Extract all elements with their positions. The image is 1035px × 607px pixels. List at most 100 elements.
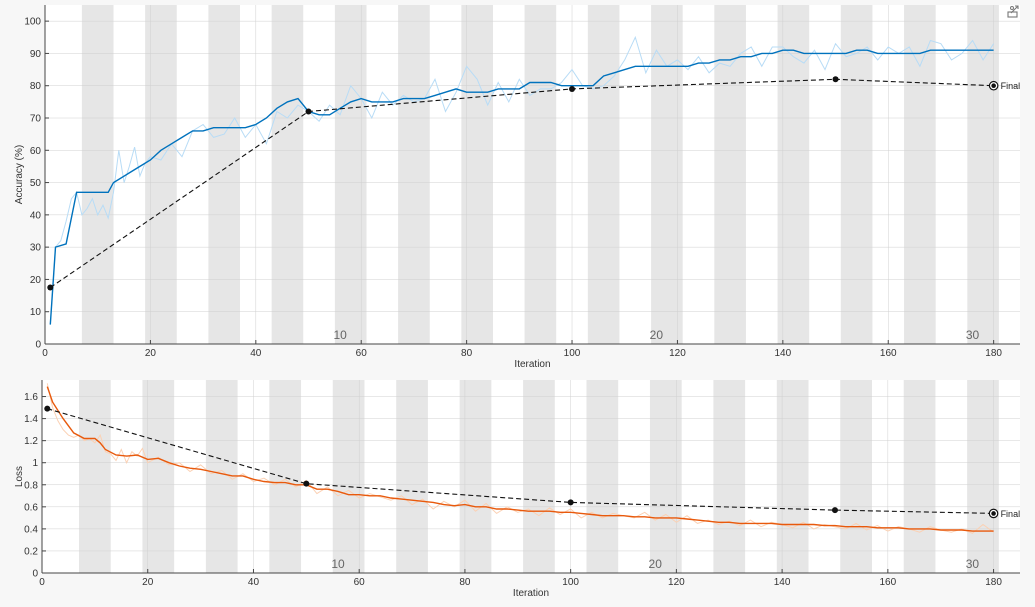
accuracy-y-tick-label: 40 — [30, 210, 42, 221]
loss-epoch-band — [586, 380, 619, 573]
accuracy-validation-point — [47, 284, 54, 291]
accuracy-epoch-band — [271, 5, 304, 344]
accuracy-y-tick-label: 60 — [30, 146, 42, 157]
accuracy-epoch-band — [587, 5, 620, 344]
accuracy-validation-point — [305, 108, 312, 115]
accuracy-validation-point — [832, 76, 839, 83]
loss-validation-point — [831, 507, 838, 514]
accuracy-epoch-band — [904, 5, 936, 344]
accuracy-epoch-band — [777, 5, 810, 344]
loss-epoch-band — [396, 380, 428, 573]
accuracy-y-tick-label: 30 — [30, 243, 42, 254]
loss-epoch-band — [967, 380, 999, 573]
accuracy-x-tick-label: 180 — [985, 348, 1002, 359]
accuracy-epoch-band — [208, 5, 240, 344]
loss-epoch-band — [269, 380, 302, 573]
loss-training-smoothed-line — [46, 386, 994, 532]
loss-validation-point — [991, 511, 996, 516]
loss-validation-point — [567, 499, 574, 506]
accuracy-y-tick-label: 10 — [30, 307, 42, 318]
loss-validation-line — [47, 408, 994, 514]
accuracy-x-tick-label: 140 — [774, 348, 791, 359]
accuracy-final-label: Final — [1001, 81, 1021, 91]
accuracy-epoch-label: 30 — [966, 328, 980, 342]
loss-x-tick-label: 180 — [985, 577, 1002, 588]
accuracy-y-tick-label: 20 — [30, 275, 42, 286]
loss-y-tick-label: 0.6 — [24, 502, 38, 513]
loss-x-tick-label: 60 — [354, 577, 366, 588]
loss-epoch-band — [903, 380, 936, 573]
accuracy-x-axis-label: Iteration — [514, 359, 550, 370]
accuracy-epoch-band — [81, 5, 114, 344]
loss-x-tick-label: 140 — [774, 577, 791, 588]
loss-epoch-band — [649, 380, 682, 573]
accuracy-epoch-band — [651, 5, 683, 344]
accuracy-epoch-band — [145, 5, 177, 344]
loss-epoch-label: 20 — [649, 557, 663, 571]
loss-x-tick-label: 80 — [459, 577, 471, 588]
accuracy-y-tick-label: 80 — [30, 81, 42, 92]
loss-validation-point — [44, 405, 51, 412]
accuracy-y-tick-label: 90 — [30, 49, 42, 60]
loss-y-tick-label: 0.8 — [24, 480, 38, 491]
loss-epoch-label: 30 — [966, 557, 980, 571]
loss-epoch-band — [142, 380, 175, 573]
accuracy-x-tick-label: 60 — [356, 348, 368, 359]
loss-epoch-label: 10 — [331, 557, 345, 571]
accuracy-epoch-label: 10 — [333, 328, 347, 342]
export-icon[interactable] — [1006, 3, 1022, 19]
loss-y-tick-label: 1 — [32, 458, 38, 469]
accuracy-training-raw-line — [49, 35, 995, 325]
loss-epoch-band — [79, 380, 111, 573]
accuracy-epoch-band — [398, 5, 430, 344]
loss-y-axis-label: Loss — [14, 466, 25, 487]
accuracy-x-tick-label: 120 — [669, 348, 686, 359]
accuracy-epoch-band — [714, 5, 746, 344]
accuracy-epoch-band — [967, 5, 999, 344]
accuracy-y-tick-label: 50 — [30, 178, 42, 189]
loss-x-axis-label: Iteration — [513, 588, 549, 599]
accuracy-y-tick-label: 100 — [24, 17, 41, 28]
loss-x-tick-label: 100 — [562, 577, 579, 588]
accuracy-x-tick-label: 0 — [42, 348, 48, 359]
accuracy-y-tick-label: 70 — [30, 114, 42, 125]
loss-y-tick-label: 0.4 — [24, 524, 38, 535]
accuracy-validation-point — [991, 83, 996, 89]
accuracy-training-smoothed-line — [49, 49, 994, 325]
accuracy-epoch-band — [524, 5, 557, 344]
loss-x-tick-label: 20 — [142, 577, 154, 588]
accuracy-x-tick-label: 160 — [880, 348, 897, 359]
loss-y-tick-label: 0 — [32, 569, 38, 580]
accuracy-epoch-band — [840, 5, 873, 344]
loss-epoch-band — [332, 380, 365, 573]
loss-chart: 10 20 30 0 20 40 60 80 100 120 140 160 180 0 0.2 0.4 0.6… — [14, 380, 1020, 599]
loss-validation-point — [303, 480, 310, 487]
loss-y-tick-label: 1.6 — [24, 392, 38, 403]
loss-y-tick-label: 1.2 — [24, 436, 38, 447]
accuracy-chart: 10 20 30 0 20 40 60 80 100 120 140 160 180 0 10 20 30 40 5… — [14, 5, 1020, 370]
loss-x-tick-label: 40 — [248, 577, 260, 588]
accuracy-epoch-label: 20 — [650, 328, 664, 342]
loss-epoch-band — [459, 380, 492, 573]
loss-x-tick-label: 0 — [39, 577, 45, 588]
accuracy-x-tick-label: 100 — [564, 348, 581, 359]
accuracy-x-tick-label: 40 — [250, 348, 262, 359]
loss-epoch-band — [523, 380, 555, 573]
accuracy-y-tick-label: 0 — [35, 340, 41, 351]
loss-epoch-band — [776, 380, 809, 573]
loss-epoch-band — [840, 380, 872, 573]
loss-x-tick-label: 120 — [668, 577, 685, 588]
loss-y-tick-label: 0.2 — [24, 546, 38, 557]
accuracy-x-tick-label: 80 — [461, 348, 473, 359]
accuracy-epoch-band — [334, 5, 367, 344]
accuracy-x-tick-label: 20 — [145, 348, 157, 359]
accuracy-validation-point — [569, 85, 576, 92]
accuracy-y-axis-label: Accuracy (%) — [14, 145, 25, 204]
loss-x-tick-label: 160 — [879, 577, 896, 588]
loss-final-label: Final — [1001, 509, 1021, 519]
loss-epoch-band — [713, 380, 746, 573]
accuracy-epoch-band — [461, 5, 493, 344]
loss-y-tick-label: 1.4 — [24, 414, 38, 425]
